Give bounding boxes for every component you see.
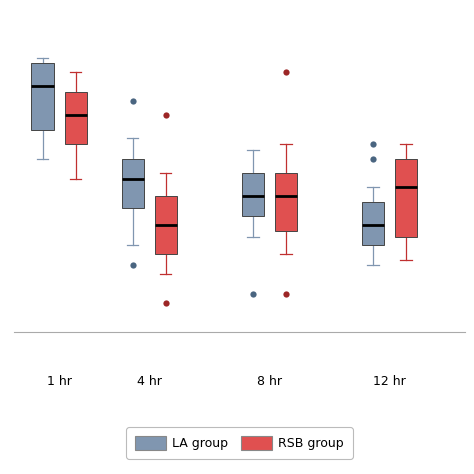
Text: 1 hr: 1 hr [47,375,72,388]
Text: 8 hr: 8 hr [257,375,282,388]
Bar [64,92,87,144]
Bar [242,173,264,216]
Text: 12 hr: 12 hr [373,375,406,388]
Legend: LA group, RSB group: LA group, RSB group [126,428,353,459]
Bar [155,196,177,254]
Bar [274,173,297,231]
Bar [121,159,144,208]
Bar [31,64,54,130]
Bar [395,159,417,237]
Text: 4 hr: 4 hr [137,375,162,388]
Bar [362,202,384,245]
